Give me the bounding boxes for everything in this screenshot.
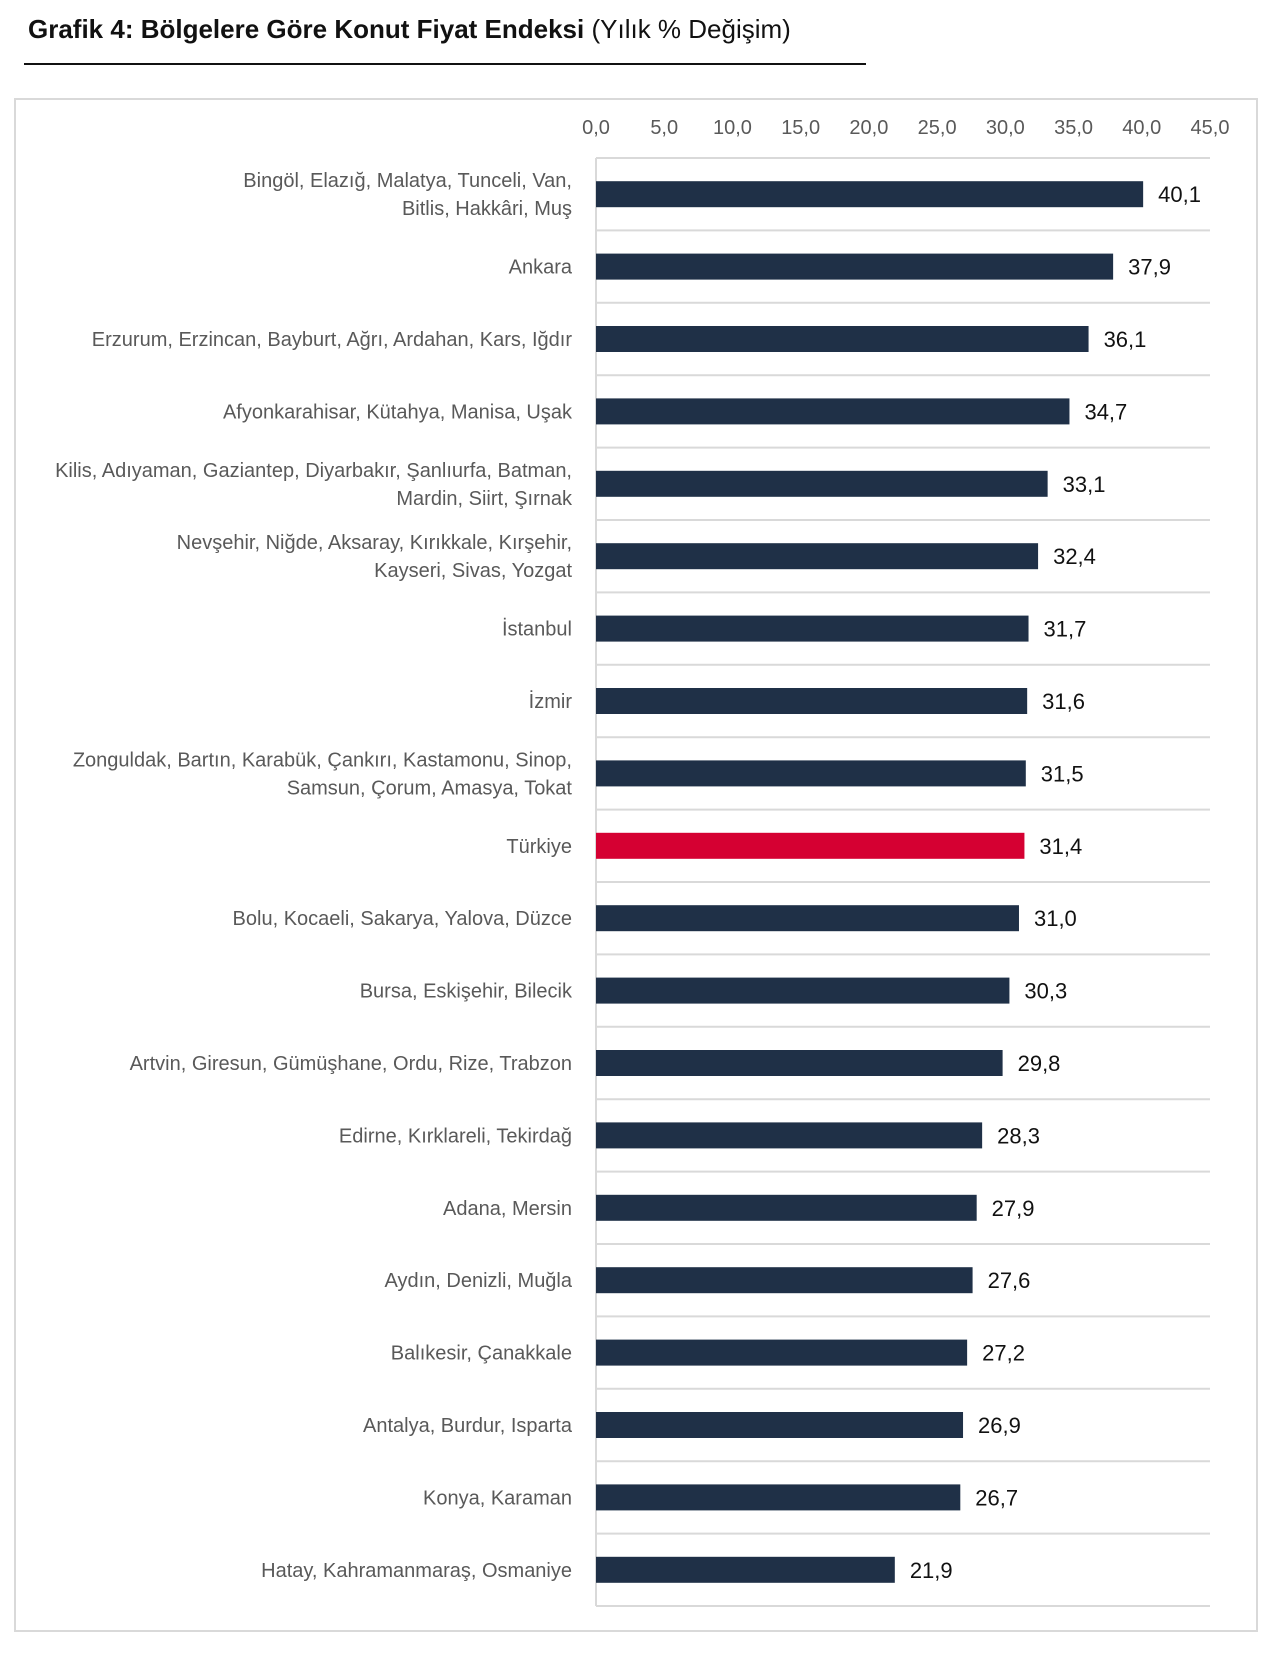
- category-label: Aydın, Denizli, Muğla: [385, 1270, 573, 1292]
- category-label: Edirne, Kırklareli, Tekirdağ: [339, 1125, 572, 1147]
- bar: [596, 470, 1048, 497]
- bar: [596, 760, 1026, 787]
- bar: [596, 253, 1114, 280]
- value-label: 29,8: [1018, 1051, 1061, 1076]
- chart-title: Grafik 4: Bölgelere Göre Konut Fiyat End…: [28, 14, 791, 45]
- value-label: 27,6: [988, 1268, 1031, 1293]
- category-label: Zonguldak, Bartın, Karabük, Çankırı, Kas…: [73, 749, 572, 771]
- value-label: 21,9: [910, 1558, 953, 1583]
- bar: [596, 832, 1025, 859]
- x-tick-label: 30,0: [986, 117, 1025, 139]
- bar: [596, 1122, 983, 1149]
- bar: [596, 1194, 977, 1221]
- bar: [596, 615, 1029, 642]
- value-label: 40,1: [1158, 182, 1201, 207]
- category-label: Bitlis, Hakkâri, Muş: [402, 198, 572, 220]
- value-label: 36,1: [1104, 327, 1147, 352]
- category-label: Kayseri, Sivas, Yozgat: [374, 560, 572, 582]
- bar: [596, 1050, 1003, 1076]
- value-label: 31,6: [1042, 689, 1085, 714]
- bar: [596, 543, 1039, 570]
- category-label: Konya, Karaman: [423, 1487, 572, 1509]
- category-label: Kilis, Adıyaman, Gaziantep, Diyarbakır, …: [55, 460, 572, 482]
- category-label: Erzurum, Erzincan, Bayburt, Ağrı, Ardaha…: [92, 329, 573, 351]
- title-underline: [24, 63, 866, 65]
- value-label: 31,7: [1044, 617, 1087, 642]
- category-label: Antalya, Burdur, Isparta: [363, 1415, 573, 1437]
- value-label: 28,3: [997, 1123, 1040, 1148]
- category-label: Afyonkarahisar, Kütahya, Manisa, Uşak: [223, 401, 573, 423]
- category-label: Ankara: [509, 257, 573, 279]
- value-label: 31,4: [1039, 834, 1082, 859]
- value-label: 27,9: [992, 1196, 1035, 1221]
- bar: [596, 181, 1144, 208]
- x-tick-label: 35,0: [1054, 117, 1093, 139]
- bar: [596, 1267, 973, 1294]
- category-label: Hatay, Kahramanmaraş, Osmaniye: [261, 1560, 572, 1582]
- x-tick-label: 40,0: [1122, 117, 1161, 139]
- bar: [596, 326, 1089, 352]
- value-label: 31,5: [1041, 761, 1084, 786]
- bar: [596, 1339, 968, 1366]
- chart-frame: [14, 98, 1258, 1632]
- category-label: Bursa, Eskişehir, Bilecik: [360, 981, 573, 1003]
- category-label: Mardin, Siirt, Şırnak: [396, 488, 573, 510]
- x-tick-label: 15,0: [781, 117, 820, 139]
- bar: [596, 1412, 964, 1438]
- category-label: Bingöl, Elazığ, Malatya, Tunceli, Van,: [243, 170, 572, 192]
- bar: [596, 398, 1070, 425]
- category-label: Bolu, Kocaeli, Sakarya, Yalova, Düzce: [233, 908, 572, 930]
- bar: [596, 1556, 895, 1583]
- value-label: 26,7: [975, 1485, 1018, 1510]
- value-label: 32,4: [1053, 544, 1096, 569]
- category-label: İstanbul: [502, 618, 572, 641]
- x-tick-label: 25,0: [918, 117, 957, 139]
- value-label: 27,2: [982, 1341, 1025, 1366]
- value-label: 31,0: [1034, 906, 1077, 931]
- category-label: Artvin, Giresun, Gümüşhane, Ordu, Rize, …: [130, 1053, 572, 1075]
- x-tick-label: 45,0: [1191, 117, 1230, 139]
- category-label: İzmir: [529, 690, 573, 713]
- category-label: Samsun, Çorum, Amasya, Tokat: [287, 777, 573, 799]
- bar: [596, 977, 1010, 1004]
- x-tick-label: 20,0: [849, 117, 888, 139]
- value-label: 34,7: [1084, 399, 1127, 424]
- category-label: Balıkesir, Çanakkale: [391, 1343, 572, 1365]
- category-label: Nevşehir, Niğde, Aksaray, Kırıkkale, Kır…: [177, 532, 572, 554]
- bar: [596, 688, 1028, 714]
- chart-title-main: Grafik 4: Bölgelere Göre Konut Fiyat End…: [28, 14, 585, 44]
- bar: [596, 905, 1019, 932]
- value-label: 33,1: [1063, 472, 1106, 497]
- value-label: 30,3: [1024, 979, 1067, 1004]
- category-label: Türkiye: [506, 836, 572, 858]
- value-label: 26,9: [978, 1413, 1021, 1438]
- bar: [596, 1484, 961, 1511]
- x-tick-label: 5,0: [650, 117, 678, 139]
- x-tick-label: 10,0: [713, 117, 752, 139]
- chart-title-unit: (Yılık % Değişim): [591, 14, 791, 44]
- x-tick-label: 0,0: [582, 117, 610, 139]
- category-label: Adana, Mersin: [443, 1198, 572, 1220]
- value-label: 37,9: [1128, 255, 1171, 280]
